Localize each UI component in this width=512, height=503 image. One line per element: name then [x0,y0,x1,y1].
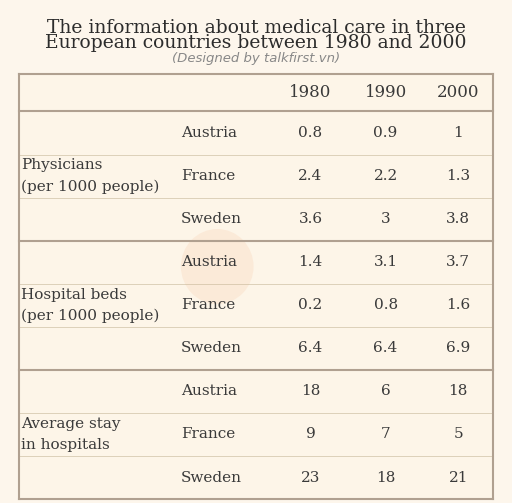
Text: 23: 23 [301,471,320,484]
Circle shape [181,229,253,304]
Text: 1.6: 1.6 [446,298,471,312]
Text: 6.9: 6.9 [446,342,471,355]
Text: 5: 5 [454,428,463,442]
Text: Hospital beds
(per 1000 people): Hospital beds (per 1000 people) [21,288,159,323]
Text: Austria: Austria [181,384,237,398]
Text: 21: 21 [449,471,468,484]
Text: 0.8: 0.8 [298,126,323,140]
Text: Average stay
in hospitals: Average stay in hospitals [21,417,120,452]
Text: Austria: Austria [181,126,237,140]
Text: Sweden: Sweden [181,342,242,355]
Text: 2000: 2000 [437,84,480,101]
Text: Sweden: Sweden [181,471,242,484]
Text: 9: 9 [306,428,315,442]
Text: 6: 6 [381,384,391,398]
Text: Sweden: Sweden [181,212,242,226]
Text: France: France [181,169,235,183]
Text: 6.4: 6.4 [298,342,323,355]
Text: 1.3: 1.3 [446,169,471,183]
Text: 0.9: 0.9 [373,126,398,140]
Text: 2.2: 2.2 [373,169,398,183]
Text: 3.8: 3.8 [446,212,471,226]
Text: 18: 18 [376,471,395,484]
Text: The information about medical care in three: The information about medical care in th… [47,19,465,37]
Text: (Designed by talkfirst.vn): (Designed by talkfirst.vn) [172,52,340,65]
Text: 7: 7 [381,428,391,442]
Text: Austria: Austria [181,255,237,269]
Text: France: France [181,428,235,442]
Text: Physicians
(per 1000 people): Physicians (per 1000 people) [21,158,159,194]
Text: 3.1: 3.1 [374,255,398,269]
Text: 3.6: 3.6 [298,212,323,226]
Text: 3: 3 [381,212,391,226]
Text: 1: 1 [454,126,463,140]
Text: 0.2: 0.2 [298,298,323,312]
FancyBboxPatch shape [18,74,494,499]
Text: 6.4: 6.4 [373,342,398,355]
Text: European countries between 1980 and 2000: European countries between 1980 and 2000 [45,34,467,52]
Text: 2.4: 2.4 [298,169,323,183]
Text: 1980: 1980 [289,84,332,101]
Text: 18: 18 [301,384,320,398]
Text: 1990: 1990 [365,84,407,101]
Text: 1.4: 1.4 [298,255,323,269]
Text: 3.7: 3.7 [446,255,471,269]
Text: 18: 18 [449,384,468,398]
Text: 0.8: 0.8 [374,298,398,312]
Text: France: France [181,298,235,312]
